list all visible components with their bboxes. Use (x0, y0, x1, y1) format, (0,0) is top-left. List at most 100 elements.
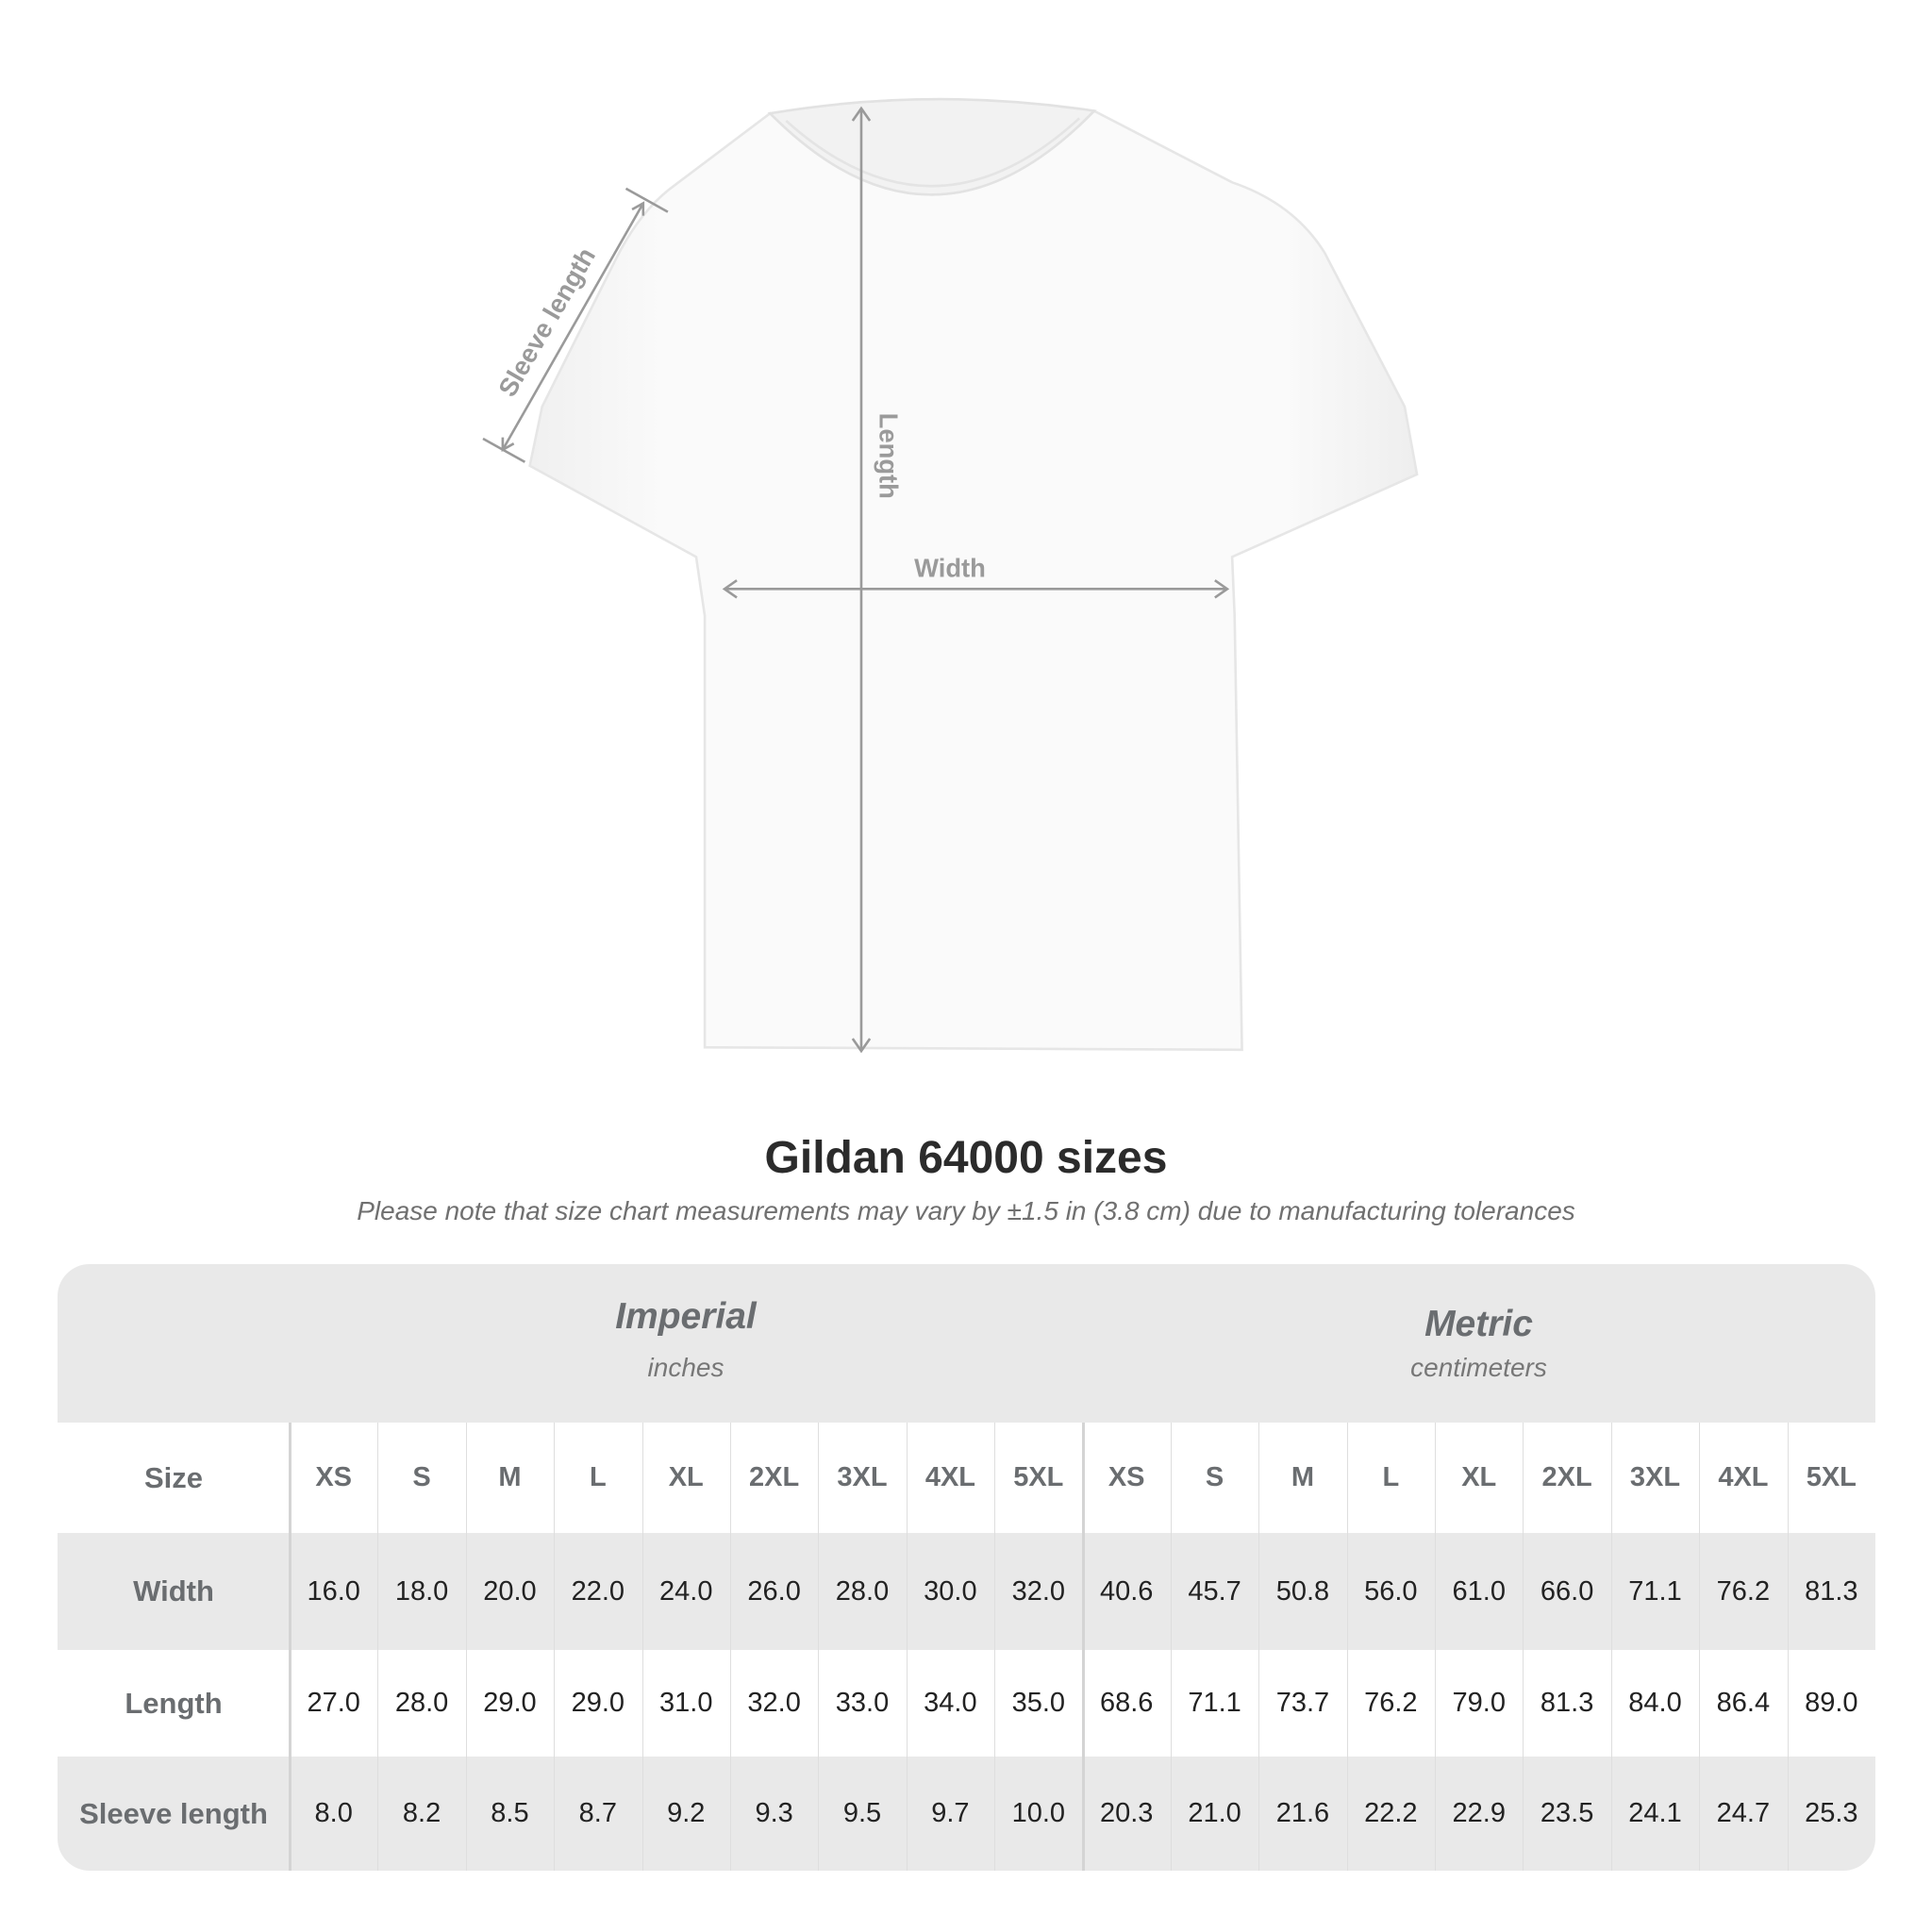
size-header-metric-xs: XS (1108, 1462, 1145, 1492)
table-cell: 21.0 (1188, 1798, 1241, 1828)
column-divider (1346, 1423, 1348, 1871)
imperial-title: Imperial (615, 1296, 757, 1337)
size-header-imperial-2xl: 2XL (749, 1462, 800, 1492)
table-cell: 18.0 (394, 1575, 449, 1607)
table-cell: 34.0 (924, 1688, 977, 1718)
column-divider (289, 1423, 291, 1871)
column-divider (1787, 1423, 1789, 1871)
size-header-imperial-4xl: 4XL (924, 1462, 975, 1492)
header-band (58, 1264, 1875, 1423)
table-cell: 22.9 (1452, 1798, 1506, 1828)
table-cell: 21.6 (1275, 1798, 1330, 1828)
length-label: Length (874, 413, 904, 499)
size-header-metric-2xl: 2XL (1541, 1462, 1592, 1492)
table-cell: 9.7 (931, 1798, 970, 1828)
row-band-width (58, 1533, 1875, 1650)
table-cell: 22.0 (571, 1575, 625, 1607)
table-cell: 66.0 (1540, 1575, 1594, 1607)
table-cell: 30.0 (924, 1575, 977, 1607)
table-cell: 8.5 (491, 1798, 529, 1828)
size-header-imperial-5xl: 5XL (1013, 1462, 1064, 1492)
table-cell: 76.2 (1716, 1575, 1771, 1607)
size-header-imperial-l: L (589, 1462, 607, 1492)
column-divider (1435, 1423, 1437, 1871)
tshirt-measurement-diagram: Sleeve length Length Width (482, 97, 1419, 1054)
column-divider (729, 1423, 731, 1871)
table-cell: 32.0 (1011, 1575, 1066, 1607)
table-cell: 40.6 (1099, 1575, 1154, 1607)
table-cell: 84.0 (1628, 1688, 1682, 1718)
table-cell: 73.7 (1275, 1688, 1330, 1718)
table-cell: 24.1 (1628, 1798, 1682, 1828)
table-cell: 24.0 (659, 1575, 713, 1607)
column-divider (1699, 1423, 1701, 1871)
table-cell: 24.7 (1716, 1798, 1771, 1828)
table-cell: 79.0 (1452, 1688, 1506, 1718)
size-header-metric-3xl: 3XL (1629, 1462, 1681, 1492)
column-divider (1523, 1423, 1524, 1871)
table-cell: 71.1 (1188, 1688, 1241, 1718)
table-cell: 33.0 (835, 1688, 890, 1718)
table-cell: 26.0 (747, 1575, 801, 1607)
table-cell: 9.5 (842, 1798, 882, 1828)
table-cell: 29.0 (483, 1688, 537, 1718)
collar (767, 97, 1097, 196)
imperial-group-header: Imperial inches (290, 1264, 1082, 1423)
table-cell: 9.3 (755, 1798, 793, 1828)
page-title: Gildan 64000 sizes (764, 1133, 1168, 1183)
table-cell: 50.8 (1275, 1575, 1330, 1607)
size-header-metric-xl: XL (1461, 1462, 1497, 1492)
table-cell: 61.0 (1452, 1575, 1506, 1607)
column-divider (994, 1423, 996, 1871)
row-label: Width (133, 1574, 214, 1607)
table-cell: 45.7 (1188, 1575, 1241, 1607)
table-cell: 8.0 (314, 1798, 353, 1828)
size-header-label: Size (143, 1460, 204, 1494)
table-cell: 16.0 (307, 1575, 360, 1607)
table-cell: 9.2 (667, 1798, 706, 1828)
column-divider (906, 1423, 908, 1871)
size-header-imperial-xs: XS (315, 1462, 353, 1492)
table-cell: 35.0 (1011, 1688, 1066, 1718)
column-divider (1610, 1423, 1612, 1871)
column-divider (1081, 1423, 1085, 1871)
sleeve-measure-line (501, 202, 644, 451)
table-cell: 27.0 (307, 1688, 360, 1718)
column-divider (377, 1423, 379, 1871)
row-label: Length (125, 1686, 223, 1720)
size-header-metric-5xl: 5XL (1806, 1462, 1857, 1492)
tolerance-note: Please note that size chart measurements… (357, 1196, 1575, 1225)
table-cell: 81.3 (1805, 1575, 1858, 1607)
size-chart-table: Imperial inches Metric centimeters Size X… (58, 1264, 1875, 1871)
table-cell: 22.2 (1364, 1798, 1418, 1828)
table-cell: 8.7 (578, 1798, 617, 1828)
column-divider (1170, 1423, 1172, 1871)
size-header-metric-l: L (1382, 1462, 1400, 1492)
table-cell: 81.3 (1540, 1688, 1594, 1718)
table-cell: 31.0 (659, 1688, 713, 1718)
column-divider (465, 1423, 467, 1871)
row-label: Sleeve length (79, 1796, 268, 1830)
table-cell: 23.5 (1540, 1798, 1594, 1828)
size-header-metric-4xl: 4XL (1718, 1462, 1769, 1492)
width-label: Width (914, 553, 986, 582)
table-cell: 8.2 (402, 1798, 441, 1828)
table-cell: 86.4 (1716, 1688, 1771, 1718)
metric-group-header: Metric centimeters (1082, 1264, 1875, 1423)
table-cell: 25.3 (1805, 1798, 1858, 1828)
column-divider (818, 1423, 820, 1871)
column-divider (641, 1423, 643, 1871)
table-cell: 68.6 (1099, 1688, 1154, 1718)
size-header-metric-s: S (1205, 1462, 1224, 1492)
size-header-imperial-3xl: 3XL (837, 1462, 888, 1492)
column-divider (554, 1423, 556, 1871)
imperial-unit: inches (647, 1353, 724, 1382)
size-header-metric-m: M (1291, 1462, 1315, 1492)
table-cell: 71.1 (1628, 1575, 1682, 1607)
table-cell: 28.0 (394, 1688, 449, 1718)
column-divider (1258, 1423, 1260, 1871)
metric-title: Metric (1424, 1304, 1533, 1344)
row-band-sleeve (58, 1757, 1875, 1871)
size-header-imperial-xl: XL (668, 1462, 704, 1492)
size-header-imperial-m: M (498, 1462, 522, 1492)
